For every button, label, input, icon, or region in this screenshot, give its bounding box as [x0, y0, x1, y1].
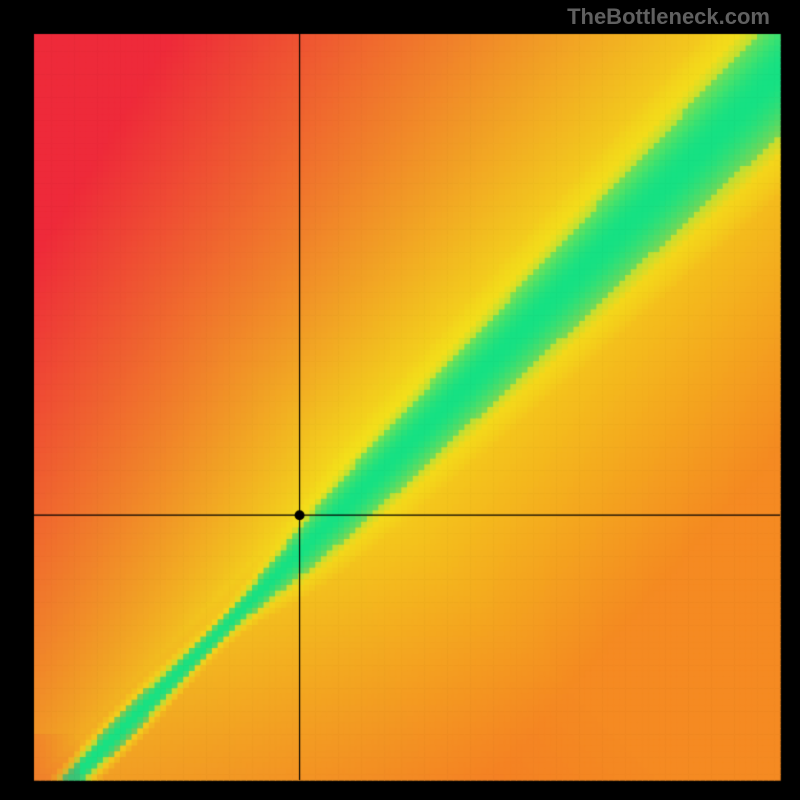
- watermark-text: TheBottleneck.com: [567, 4, 770, 30]
- heatmap-canvas: [0, 0, 800, 800]
- chart-container: TheBottleneck.com: [0, 0, 800, 800]
